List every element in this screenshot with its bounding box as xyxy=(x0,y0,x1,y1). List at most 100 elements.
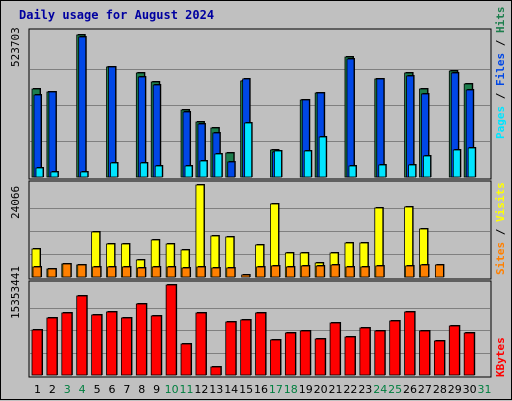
kbytes-bar xyxy=(135,303,147,376)
panel-1-series-label-part: / xyxy=(494,33,507,53)
day-label: 15 xyxy=(239,383,253,396)
panel-2-series-label-part: / xyxy=(494,222,507,242)
kbytes-bar xyxy=(240,319,252,376)
sites-bar xyxy=(166,266,176,278)
kbytes-bar xyxy=(195,312,207,376)
pages-bar xyxy=(467,147,476,178)
kbytes-bar xyxy=(419,330,430,376)
sites-bar xyxy=(420,264,429,278)
sites-bar xyxy=(226,267,236,278)
panel-3-series-label-part: KBytes xyxy=(494,337,507,377)
pages-bar xyxy=(274,150,282,178)
kbytes-bar xyxy=(61,312,73,376)
kbytes-bar xyxy=(284,332,296,376)
kbytes-bar xyxy=(359,327,371,376)
sites-bar xyxy=(32,266,42,278)
panel-2-series-label: Sites / Visits xyxy=(494,182,507,275)
kbytes-bar xyxy=(106,311,117,376)
day-label: 25 xyxy=(388,383,402,396)
kbytes-bar xyxy=(255,312,266,376)
kbytes-bar xyxy=(344,336,356,376)
panel-1-series-label-part: Files xyxy=(494,53,507,86)
panel-1-series-label-part: Pages xyxy=(494,106,507,139)
kbytes-bar xyxy=(463,332,475,376)
sites-bar xyxy=(47,268,57,278)
sites-bar xyxy=(181,267,191,278)
sites-bar xyxy=(107,266,116,278)
sites-bar xyxy=(196,266,206,278)
sites-bar xyxy=(151,266,161,278)
sites-bar xyxy=(330,264,340,278)
kbytes-bar xyxy=(165,284,177,376)
day-label: 19 xyxy=(299,383,313,396)
day-label: 20 xyxy=(314,383,328,396)
pages-bar xyxy=(303,150,312,178)
sites-bar xyxy=(92,266,102,278)
day-label: 11 xyxy=(179,383,193,396)
sites-bar xyxy=(360,266,370,278)
files-bar xyxy=(376,78,385,178)
files-bar xyxy=(108,66,116,178)
kbytes-bar xyxy=(121,317,132,376)
sites-bar xyxy=(241,274,251,278)
files-bar xyxy=(152,84,161,178)
kbytes-bar xyxy=(210,366,222,376)
files-bar xyxy=(227,161,236,178)
pages-bar xyxy=(184,165,193,178)
day-label: 21 xyxy=(329,383,343,396)
sites-bar xyxy=(62,263,72,278)
pages-bar xyxy=(408,164,416,178)
day-label: 10 xyxy=(165,383,179,396)
files-bar xyxy=(33,94,42,178)
panel-1-series-label-part: / xyxy=(494,86,507,106)
pages-bar xyxy=(214,153,223,178)
pages-bar xyxy=(244,122,253,178)
day-label: 9 xyxy=(153,383,160,396)
sites-bar xyxy=(77,264,87,278)
panel-1-ymax-label: 523703 xyxy=(9,27,22,67)
sites-bar xyxy=(405,265,414,278)
sites-bar xyxy=(345,266,355,278)
pages-bar xyxy=(35,167,44,178)
sites-bar xyxy=(211,267,221,278)
day-label: 16 xyxy=(254,383,268,396)
kbytes-bar xyxy=(180,343,192,376)
kbytes-bar xyxy=(314,338,326,376)
files-bar xyxy=(78,36,87,178)
day-label: 26 xyxy=(403,383,417,396)
day-label: 30 xyxy=(463,383,477,396)
kbytes-bar xyxy=(389,320,401,376)
pages-bar xyxy=(50,171,59,178)
files-bar xyxy=(48,91,57,178)
sites-bar xyxy=(434,264,444,278)
sites-bar xyxy=(315,265,325,278)
kbytes-bar xyxy=(46,317,58,376)
sites-bar xyxy=(285,266,295,278)
day-label: 12 xyxy=(194,383,208,396)
chart-title: Daily usage for August 2024 xyxy=(19,8,214,22)
day-label: 31 xyxy=(478,383,492,396)
panel-3-series-label: KBytes xyxy=(494,337,507,377)
day-label: 8 xyxy=(138,383,145,396)
day-label: 23 xyxy=(358,383,372,396)
sites-bar xyxy=(122,266,131,278)
kbytes-bar xyxy=(374,330,386,376)
pages-bar xyxy=(199,160,208,178)
pages-bar xyxy=(139,162,148,178)
day-label: 7 xyxy=(123,383,130,396)
sites-bar xyxy=(256,266,265,278)
pages-bar xyxy=(318,136,327,178)
day-label: 6 xyxy=(108,383,115,396)
day-label: 17 xyxy=(269,383,283,396)
pages-bar xyxy=(423,155,431,178)
pages-bar xyxy=(110,162,118,178)
visits-bar xyxy=(195,184,205,278)
files-bar xyxy=(406,75,414,178)
day-label: 13 xyxy=(209,383,223,396)
kbytes-bar xyxy=(91,314,103,376)
pages-bar xyxy=(452,149,461,178)
kbytes-bar xyxy=(329,322,341,376)
kbytes-bar xyxy=(448,325,460,376)
